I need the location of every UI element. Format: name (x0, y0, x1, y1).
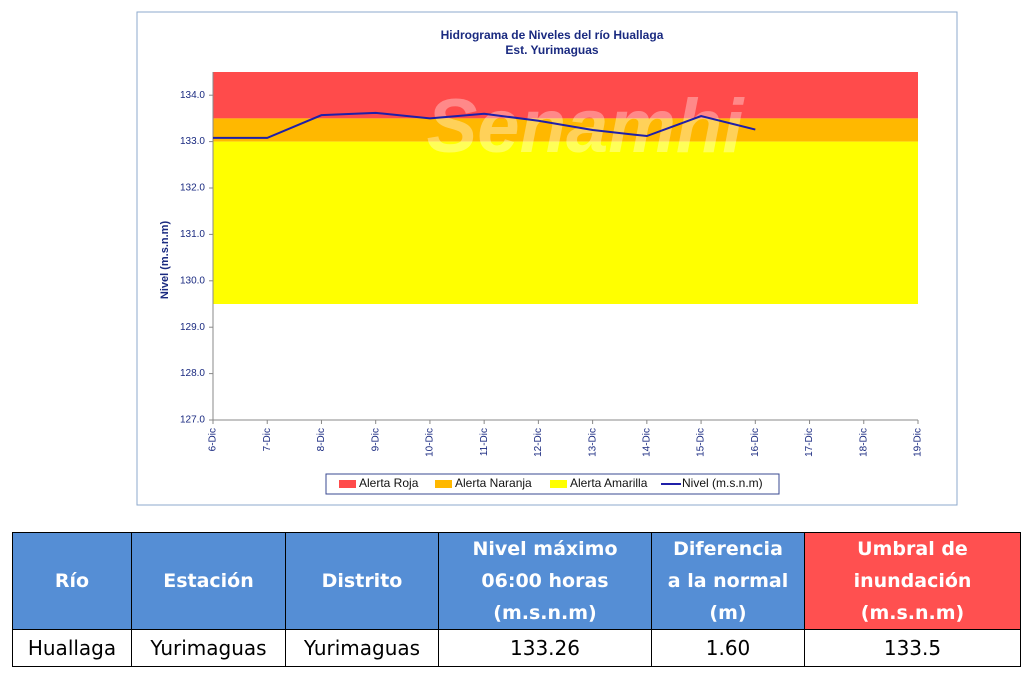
x-tick-label: 8-Dic (316, 428, 327, 451)
legend-swatch (435, 480, 452, 488)
chart: Hidrograma de Niveles del río Huallaga E… (136, 11, 958, 506)
summary-table: Río Estación Distrito Nivel máximo 06:00… (12, 532, 1021, 667)
y-axis-title: Nivel (m.s.n.m) (159, 221, 171, 300)
x-tick-label: 10-Dic (425, 428, 436, 457)
watermark: Senamhi (427, 84, 746, 169)
header-cell: Distrito (285, 532, 439, 630)
x-tick-label: 7-Dic (262, 428, 273, 451)
legend-swatch (550, 480, 567, 488)
x-tick-label: 6-Dic (208, 428, 219, 451)
alert-band (213, 118, 918, 142)
cell: 1.60 (651, 629, 805, 667)
x-tick-label: 13-Dic (587, 428, 598, 457)
y-tick-label: 131.0 (180, 229, 205, 240)
chart-title: Hidrograma de Niveles del río Huallaga (441, 28, 664, 42)
chart-subtitle: Est. Yurimaguas (505, 43, 598, 57)
cell: Yurimaguas (285, 629, 439, 667)
x-tick-label: 15-Dic (696, 428, 707, 457)
level-line (213, 111, 756, 139)
x-tick-label: 14-Dic (641, 428, 652, 457)
x-tick-label: 11-Dic (479, 428, 490, 456)
y-tick-label: 128.0 (180, 368, 205, 379)
header-row: Río Estación Distrito Nivel máximo 06:00… (12, 532, 1021, 630)
header-cell: Nivel máximo 06:00 horas (m.s.n.m) (438, 532, 652, 630)
y-tick-label: 134.0 (180, 90, 205, 101)
y-tick-label: 133.0 (180, 136, 205, 147)
x-tick-label: 16-Dic (750, 428, 761, 457)
legend-label: Alerta Roja (359, 476, 419, 490)
x-tick-label: 19-Dic (913, 428, 924, 457)
x-tick-label: 17-Dic (804, 428, 815, 457)
y-tick-label: 127.0 (180, 415, 205, 426)
y-tick-label: 129.0 (180, 322, 205, 333)
header-cell: Río (12, 532, 132, 630)
legend-label: Alerta Amarilla (570, 476, 648, 490)
x-tick-label: 9-Dic (370, 428, 381, 451)
y-tick-label: 130.0 (180, 275, 205, 286)
legend-label: Nivel (m.s.n.m) (682, 476, 763, 490)
x-tick-label: 12-Dic (533, 428, 544, 457)
legend-swatch (339, 480, 356, 488)
header-cell: Umbral de inundación (m.s.n.m) (804, 532, 1021, 630)
data-row: Huallaga Yurimaguas Yurimaguas 133.26 1.… (12, 629, 1021, 667)
cell: Huallaga (12, 629, 132, 667)
alert-band (213, 141, 918, 304)
cell: 133.5 (804, 629, 1021, 667)
cell: 133.26 (438, 629, 652, 667)
x-tick-label: 18-Dic (858, 428, 869, 457)
header-cell: Diferencia a la normal (m) (651, 532, 805, 630)
y-tick-label: 132.0 (180, 183, 205, 194)
header-cell: Estación (131, 532, 286, 630)
legend-label: Alerta Naranja (455, 476, 532, 490)
alert-band (213, 72, 918, 119)
cell: Yurimaguas (131, 629, 286, 667)
